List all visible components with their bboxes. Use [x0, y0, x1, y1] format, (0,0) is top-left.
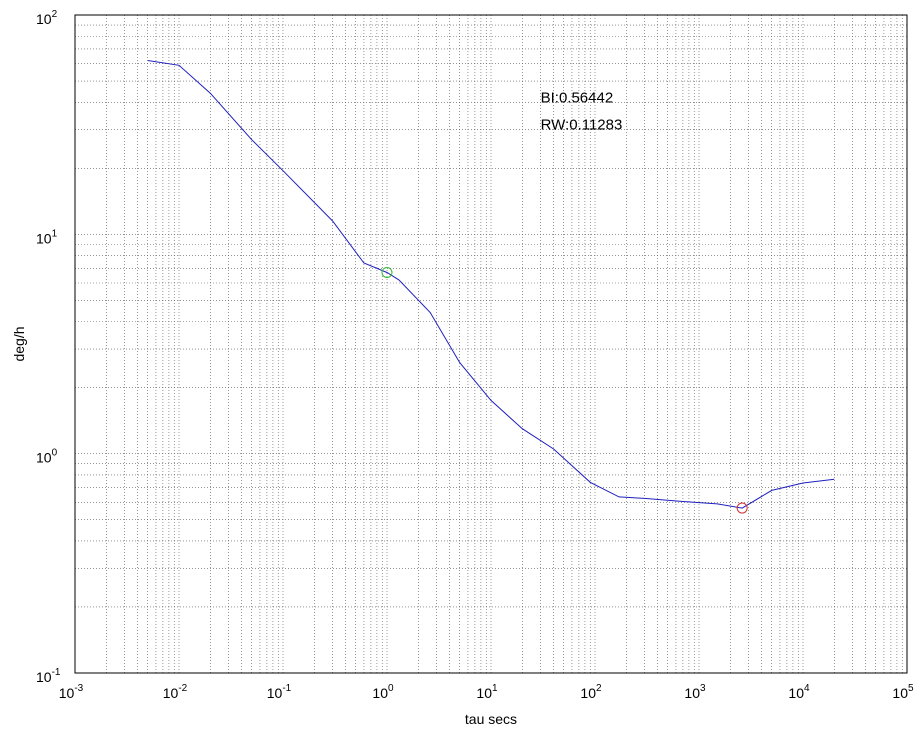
series-layer — [148, 60, 835, 508]
x-tick-label: 10-1 — [267, 683, 292, 701]
x-axis-label: tau secs — [465, 711, 517, 727]
x-tick-labels: 10-3 10-2 10-1 100 101 102 103 104 105 — [59, 683, 914, 701]
y-axis-label: deg/h — [11, 326, 27, 361]
y-tick-label: 101 — [36, 228, 58, 246]
plot-frame — [75, 15, 907, 673]
x-tick-label: 10-3 — [59, 683, 84, 701]
x-tick-label: 103 — [684, 683, 706, 701]
x-tick-label: 104 — [788, 683, 810, 701]
series-line — [148, 61, 835, 509]
y-tick-label: 102 — [36, 9, 58, 27]
x-tick-label: 101 — [476, 683, 498, 701]
x-tick-label: 100 — [372, 683, 394, 701]
annotations: BI:0.56442 RW:0.11283 — [541, 89, 623, 133]
y-tick-label: 10-1 — [36, 667, 61, 685]
y-tick-label: 100 — [36, 448, 58, 466]
annotation-text: RW:0.11283 — [541, 117, 623, 134]
annotation-text: BI:0.56442 — [541, 89, 614, 106]
x-tick-label: 102 — [580, 683, 602, 701]
x-tick-label: 105 — [892, 683, 914, 701]
y-tick-labels: 10-1 100 101 102 — [36, 9, 61, 685]
grid-lines — [75, 15, 907, 673]
x-tick-label: 10-2 — [163, 683, 188, 701]
